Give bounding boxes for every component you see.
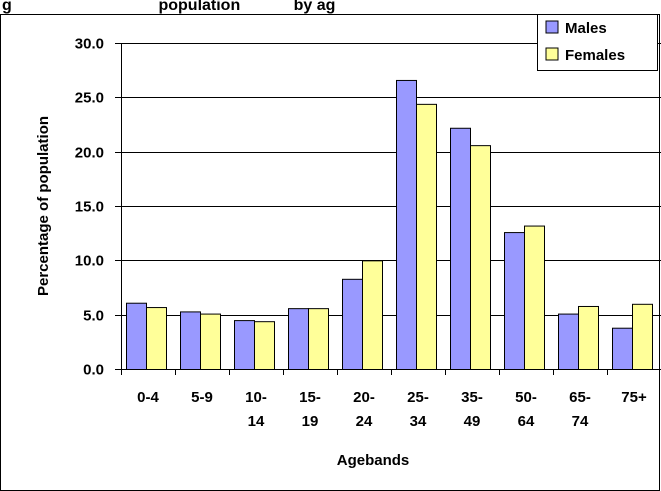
x-tick-label: 0-4	[137, 389, 159, 406]
x-tick-labels: 0-4 5-9 10-14 15-19 20-24 25-34 35-49 50-64 65-7…	[137, 389, 647, 430]
legend-swatch-females	[545, 47, 559, 61]
legend-label-males: Males	[565, 20, 607, 37]
y-tick-label: 20.0	[75, 145, 104, 162]
bar-males-9	[612, 327, 633, 370]
bar-males-6	[450, 127, 471, 370]
axes	[121, 43, 661, 375]
bar-males-4	[342, 278, 363, 371]
x-tick-label: 15-19	[299, 389, 321, 430]
x-tick-label: 75+	[621, 389, 647, 406]
bar-males-3	[288, 308, 309, 370]
bar-males-0	[126, 302, 147, 371]
bar-females-7	[524, 225, 545, 370]
bar-females-5	[416, 103, 437, 370]
y-axis-title: Percentage of population	[35, 116, 52, 296]
bar-females-6	[470, 145, 491, 370]
y-tick-label: 5.0	[83, 308, 104, 325]
legend-swatch-males	[545, 20, 559, 34]
bars	[126, 79, 653, 371]
bar-males-8	[558, 313, 579, 370]
x-tick-label: 50-64	[515, 389, 537, 430]
y-tick-label: 15.0	[75, 199, 104, 216]
chart-border	[0, 14, 660, 491]
bar-females-0	[146, 307, 167, 370]
bar-males-1	[180, 311, 201, 371]
y-tick-label: 30.0	[75, 36, 104, 53]
x-tick-label: 35-49	[461, 389, 483, 430]
x-tick-label: 5-9	[191, 389, 213, 406]
x-tick-label: 10-14	[245, 389, 267, 430]
y-tick-label: 10.0	[75, 253, 104, 270]
x-tick-label: 65-74	[569, 389, 591, 430]
bar-males-5	[396, 79, 417, 371]
bar-females-3	[308, 308, 329, 370]
bar-females-8	[578, 305, 599, 370]
bar-females-1	[200, 313, 221, 370]
x-tick-label: 25-34	[407, 389, 429, 430]
legend: Males Females	[537, 14, 658, 71]
y-tick-label: 25.0	[75, 90, 104, 107]
legend-label-females: Females	[565, 47, 625, 64]
bar-females-4	[362, 260, 383, 371]
bar-males-2	[234, 320, 255, 371]
y-tick-labels: 0.0 5.0 10.0 15.0 20.0 25.0 30.0	[75, 36, 104, 379]
x-tick-label: 20-24	[353, 389, 375, 430]
y-tick-label: 0.0	[83, 362, 104, 379]
bar-females-9	[632, 303, 653, 370]
bar-females-2	[254, 321, 275, 371]
bar-males-7	[504, 232, 525, 370]
chart-title: g population by ag	[2, 0, 335, 14]
x-axis-title: Agebands	[337, 452, 410, 469]
